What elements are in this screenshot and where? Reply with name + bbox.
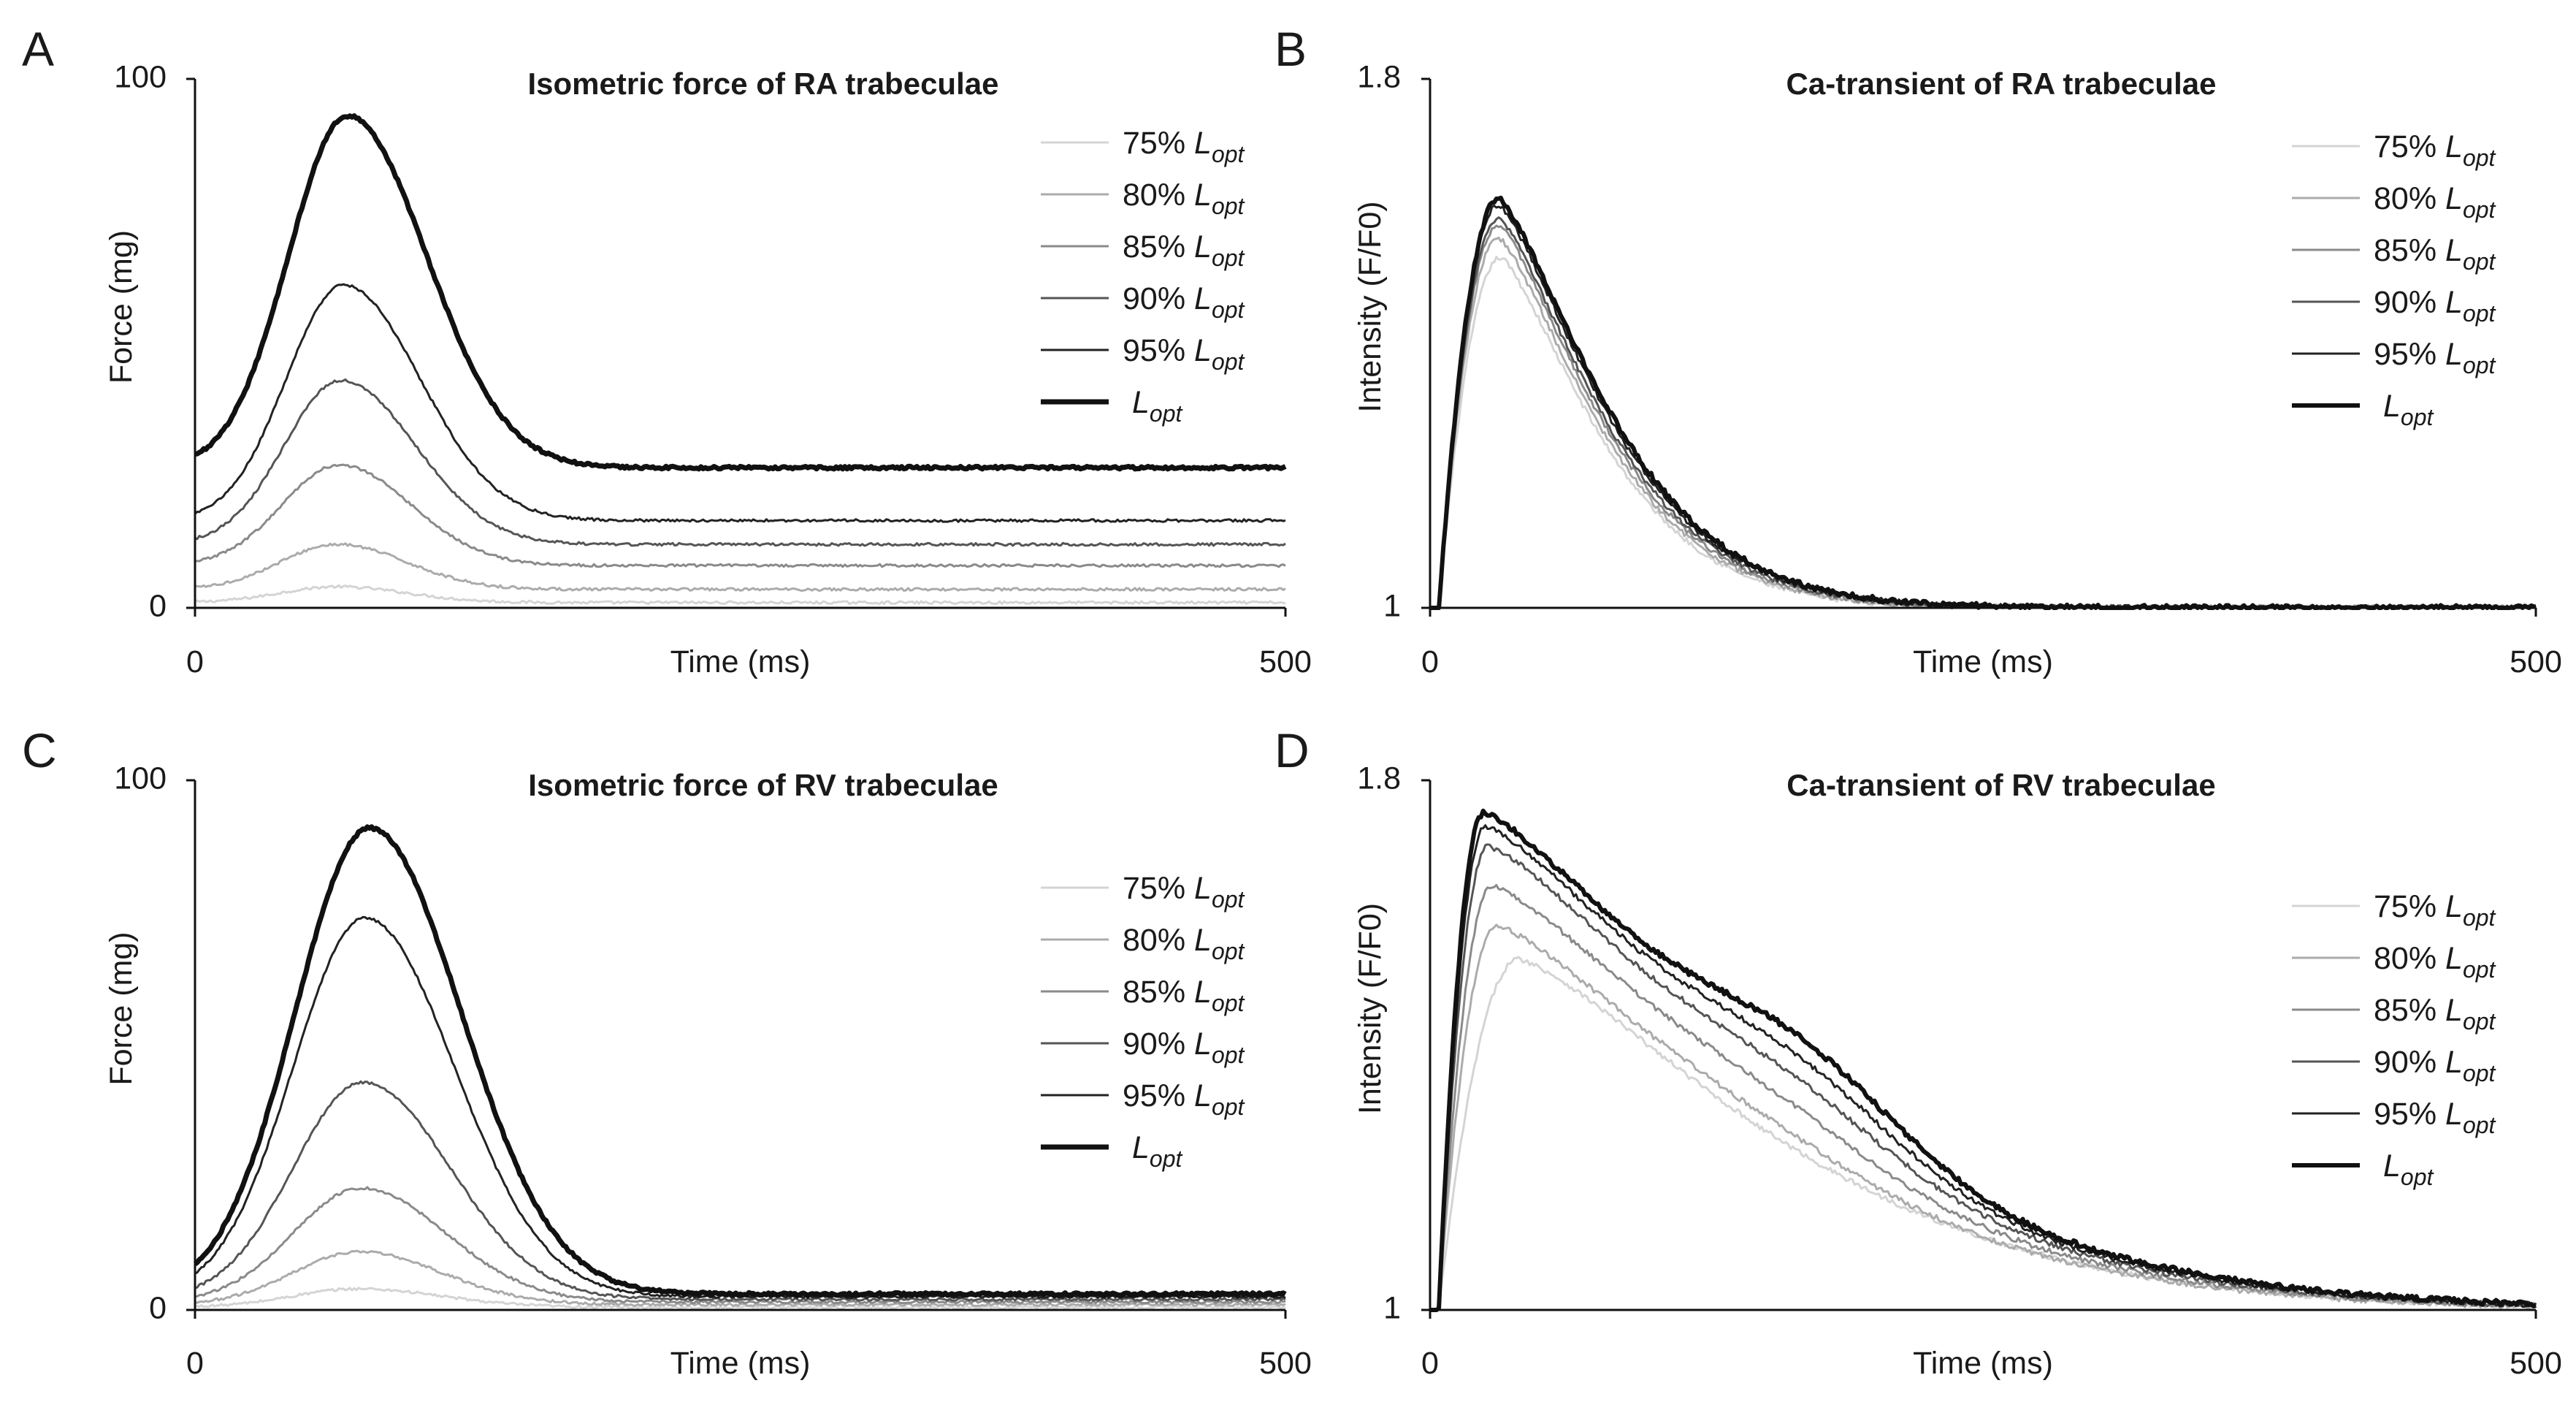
legend: 75% Lopt 80% Lopt 85% Lopt 90% Lopt 95% Lopt… (1041, 871, 1245, 1172)
panel-letter: D (1274, 723, 1310, 777)
series-line-5 (194, 283, 1286, 523)
legend-label: 80% Lopt (1123, 923, 1245, 964)
series-line-5 (194, 915, 1286, 1300)
legend-label: 85% Lopt (2374, 993, 2496, 1035)
y-tick-label: 100 (114, 761, 167, 796)
legend: 75% Lopt 80% Lopt 85% Lopt 90% Lopt 95% Lopt… (2292, 129, 2496, 430)
legend-label: 80% Lopt (2374, 181, 2496, 223)
panel-B: B Ca-transient of RA trabeculae 1.8 10 500 Ti… (1274, 22, 2562, 679)
series-line-1 (194, 1287, 1286, 1310)
legend-label: 95% Lopt (2374, 337, 2496, 378)
x-tick-label: 500 (2510, 644, 2562, 679)
legend-label: 85% Lopt (2374, 233, 2496, 275)
legend-label: 90% Lopt (1123, 281, 1245, 323)
series-line-1 (194, 584, 1286, 606)
legend-label: 85% Lopt (1123, 229, 1245, 271)
panel-A: A Isometric force of RA trabeculae 100 00 50… (22, 22, 1312, 679)
legend-label: 95% Lopt (1123, 1078, 1245, 1120)
y-axis-title: Intensity (F/F0) (1353, 201, 1388, 412)
series-line-3 (194, 1186, 1286, 1305)
x-axis-title: Time (ms) (1913, 644, 2053, 679)
series-line-4 (194, 378, 1286, 547)
legend: 75% Lopt 80% Lopt 85% Lopt 90% Lopt 95% Lopt… (1041, 126, 1245, 427)
chart-title: Ca-transient of RV trabeculae (1786, 768, 2215, 802)
legend-label: 90% Lopt (2374, 1045, 2496, 1086)
series-line-2 (194, 542, 1286, 592)
series-line-3 (1430, 884, 2537, 1311)
x-tick-label: 0 (186, 644, 204, 679)
series-line-6 (1430, 808, 2537, 1312)
series-line-5 (1430, 205, 2537, 609)
y-axis-title: Intensity (F/F0) (1353, 903, 1388, 1114)
legend-label: 90% Lopt (1123, 1026, 1245, 1068)
y-tick-label: 100 (114, 59, 167, 94)
x-tick-label: 0 (1421, 1346, 1439, 1381)
legend-label: 95% Lopt (2374, 1097, 2496, 1138)
y-tick-label: 0 (149, 1290, 167, 1325)
legend-label: 95% Lopt (1123, 333, 1245, 375)
y-tick-label: 1 (1383, 588, 1401, 623)
legend-label: 75% Lopt (1123, 871, 1245, 913)
y-axis-title: Force (mg) (104, 932, 139, 1085)
y-tick-label: 0 (149, 588, 167, 623)
x-axis-title: Time (ms) (670, 1346, 811, 1381)
legend-label: 85% Lopt (1123, 975, 1245, 1016)
x-tick-label: 0 (186, 1346, 204, 1381)
series-line-4 (1430, 216, 2537, 609)
chart-title: Isometric force of RV trabeculae (528, 768, 998, 802)
series-line-4 (194, 1080, 1286, 1302)
legend-label: 80% Lopt (1123, 178, 1245, 219)
series-line-6 (194, 113, 1287, 472)
series-line-6 (193, 824, 1287, 1298)
series-line-2 (1430, 236, 2537, 609)
x-tick-label: 0 (1421, 644, 1439, 679)
y-axis-title: Force (mg) (104, 230, 139, 384)
legend-label: 75% Lopt (2374, 889, 2496, 931)
x-tick-label: 500 (2510, 1346, 2562, 1381)
chart-title: Ca-transient of RA trabeculae (1786, 66, 2217, 101)
legend-label: Lopt (2383, 389, 2434, 430)
y-tick-label: 1.8 (1357, 59, 1401, 94)
series-line-1 (1430, 256, 2537, 609)
legend-label: 75% Lopt (2374, 129, 2496, 171)
series-line-3 (194, 463, 1286, 568)
panel-letter: A (22, 22, 54, 76)
legend-label: 80% Lopt (2374, 941, 2496, 983)
legend-label: Lopt (1132, 385, 1183, 427)
panel-letter: C (22, 723, 57, 777)
x-axis-title: Time (ms) (1913, 1346, 2053, 1381)
x-tick-label: 500 (1259, 1346, 1312, 1381)
legend-label: 90% Lopt (2374, 285, 2496, 327)
legend: 75% Lopt 80% Lopt 85% Lopt 90% Lopt 95% Lopt… (2292, 889, 2496, 1190)
series-line-2 (1430, 923, 2537, 1311)
y-tick-label: 1.8 (1357, 761, 1401, 796)
panel-D: D Ca-transient of RV trabeculae 1.8 10 500 Ti… (1274, 723, 2562, 1381)
chart-title: Isometric force of RA trabeculae (528, 66, 999, 101)
legend-label: Lopt (1132, 1130, 1183, 1172)
panel-C: C Isometric force of RV trabeculae 100 00 50… (22, 723, 1312, 1381)
legend-label: 75% Lopt (1123, 126, 1245, 167)
x-tick-label: 500 (1259, 644, 1312, 679)
panel-letter: B (1274, 22, 1307, 76)
y-tick-label: 1 (1383, 1290, 1401, 1325)
x-axis-title: Time (ms) (670, 644, 811, 679)
series-line-1 (1430, 956, 2537, 1311)
legend-label: Lopt (2383, 1148, 2434, 1190)
